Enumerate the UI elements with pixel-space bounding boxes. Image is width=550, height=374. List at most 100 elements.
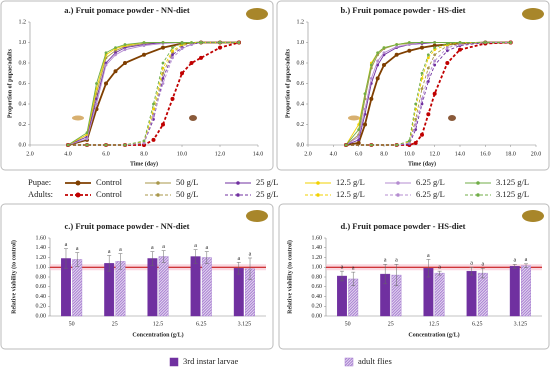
error-bar [437, 270, 442, 276]
legend-marker [316, 193, 320, 197]
y-tick-label: 0.20 [36, 304, 47, 310]
y-tick-label: 1.60 [36, 235, 47, 241]
y-tick-label: 0.0 [19, 142, 27, 148]
point [113, 69, 118, 74]
significance-label: a [194, 243, 197, 249]
legend-marker [396, 193, 400, 197]
point [375, 76, 380, 81]
point [123, 46, 127, 50]
point [369, 96, 374, 101]
point [445, 42, 449, 45]
point [170, 96, 175, 101]
point [376, 63, 380, 67]
legend-label: 12.5 g/L [336, 177, 365, 187]
x-tick-label: 14.0 [253, 151, 264, 157]
significance-label: a [119, 247, 122, 253]
bar [337, 275, 347, 317]
point [414, 123, 418, 126]
point [114, 51, 117, 55]
point [171, 56, 174, 60]
y-tick-label: 0.6 [297, 81, 305, 87]
x-tick-label: 6.25 [472, 321, 483, 327]
point [382, 46, 386, 50]
point [433, 53, 437, 57]
point [180, 71, 184, 76]
y-tick-label: 0.4 [19, 101, 27, 107]
error-bar [426, 259, 431, 278]
point [483, 41, 487, 44]
point [426, 56, 430, 60]
point [445, 61, 450, 65]
legend-label: 50 g/L [176, 177, 198, 187]
x-tick-label: 50 [345, 321, 351, 327]
significance-label: a [384, 258, 387, 264]
series-line [346, 42, 511, 146]
x-tick-label: 4.0 [64, 151, 72, 157]
point [363, 122, 367, 127]
point [142, 141, 146, 145]
y-axis-label: Relative viability (to control) [286, 240, 293, 314]
significance-label: a [525, 257, 528, 263]
significance-label: a [205, 245, 208, 251]
point [395, 45, 399, 48]
bar [233, 268, 244, 317]
x-tick-label: 14.0 [455, 151, 466, 157]
point [426, 66, 430, 70]
point [420, 45, 424, 50]
point [414, 128, 418, 132]
point [432, 91, 437, 96]
point [161, 71, 165, 75]
legend-label: adult flies [358, 356, 392, 366]
point [180, 47, 184, 51]
point [123, 43, 127, 46]
series-line [68, 42, 239, 146]
point [407, 141, 411, 145]
significance-label: a [151, 245, 154, 251]
powder-icon [522, 210, 544, 222]
point [95, 82, 98, 85]
error-bar [383, 264, 388, 285]
point [420, 71, 424, 75]
larva-icon [348, 115, 360, 121]
point [426, 53, 430, 57]
point [445, 49, 449, 53]
error-bar [118, 253, 123, 270]
point [407, 43, 411, 46]
x-tick-label: 8.0 [140, 151, 148, 157]
point [407, 48, 412, 53]
error-bar [339, 270, 344, 282]
point [95, 102, 98, 106]
x-axis-label: Time (day) [408, 160, 436, 167]
point [85, 131, 89, 135]
point [114, 46, 117, 50]
point [161, 122, 165, 127]
point [66, 143, 70, 147]
point [142, 139, 146, 143]
legend-label: 3rd instar larvae [183, 356, 238, 366]
x-tick-label: 16.0 [480, 151, 491, 157]
fly-icon [189, 115, 197, 121]
y-tick-label: 0.4 [297, 101, 305, 107]
series-line [67, 42, 239, 146]
point [432, 43, 437, 48]
bar [115, 261, 126, 317]
point [420, 132, 424, 137]
x-tick-label: 12.0 [215, 151, 226, 157]
x-tick-label: 2.0 [26, 151, 34, 157]
significance-label: a [341, 265, 344, 271]
error-bar [248, 257, 253, 280]
point [142, 44, 146, 47]
significance-label: a [76, 246, 79, 252]
legend-row-label: Pupae: [28, 177, 51, 187]
point [407, 41, 411, 44]
point [426, 112, 431, 117]
significance-label: a [438, 265, 441, 271]
legend-label: 50 g/L [176, 189, 198, 199]
point [161, 82, 165, 85]
error-bar [75, 252, 80, 267]
x-tick-label: 12.0 [429, 151, 440, 157]
y-tick-label: 1.0 [19, 40, 27, 46]
point [344, 143, 348, 147]
legend-marker [316, 181, 320, 185]
point [237, 41, 241, 44]
